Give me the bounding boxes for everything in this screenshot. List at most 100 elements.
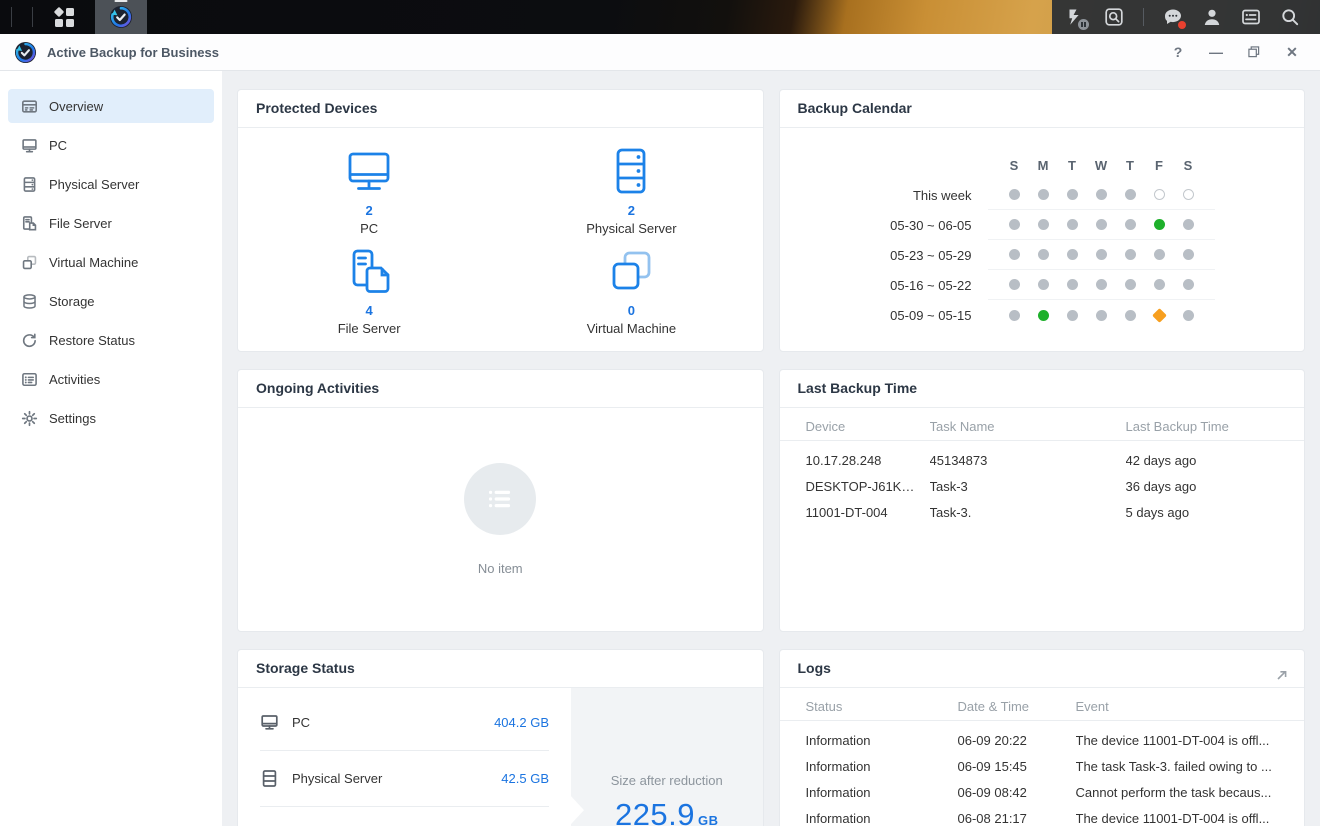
backup-status-dot-filled[interactable] [1125,249,1136,260]
backup-status-dot-filled[interactable] [1067,219,1078,230]
sidebar-item-activities[interactable]: Activities [8,362,214,396]
close-button[interactable]: ✕ [1284,44,1300,60]
backup-status-dot-empty[interactable] [1154,189,1165,200]
main-menu-button[interactable] [33,0,95,34]
backup-status-dot-filled[interactable] [1009,249,1020,260]
table-row[interactable]: Information06-09 08:42Cannot perform the… [780,779,1305,805]
backup-status-dot-filled[interactable] [1067,279,1078,290]
pause-badge [1078,19,1089,30]
reduction-unit: GB [698,813,719,826]
backup-status-dot-filled[interactable] [1067,249,1078,260]
backup-status-dot-filled[interactable] [1067,189,1078,200]
sidebar-item-label: File Server [49,216,112,231]
backup-status-dot-filled[interactable] [1009,189,1020,200]
device-tile-physical-server[interactable]: 2Physical Server [500,142,762,242]
backup-status-dot-empty[interactable] [1183,189,1194,200]
backup-status-dot-filled[interactable] [1067,310,1078,321]
paused-tasks-icon[interactable] [1065,7,1085,27]
minimize-button[interactable]: — [1208,44,1224,60]
column-header-device[interactable]: Device [806,419,930,434]
sidebar-item-restore-status[interactable]: Restore Status [8,323,214,357]
table-row[interactable]: 10.17.28.2484513487342 days ago [780,447,1305,473]
table-cell: The device 11001-DT-004 is offl... [1076,733,1289,748]
widgets-icon[interactable] [1241,7,1261,27]
backup-status-dot-filled[interactable] [1096,279,1107,290]
storage-item-pc[interactable]: PC404.2 GB [260,695,549,751]
device-tile-pc[interactable]: 2PC [238,142,500,242]
help-button[interactable]: ? [1170,44,1186,60]
sidebar-item-settings[interactable]: Settings [8,401,214,435]
backup-status-dot-filled[interactable] [1009,219,1020,230]
table-cell: Information [806,811,958,826]
column-header-last-backup-time[interactable]: Last Backup Time [1126,419,1289,434]
restore-button[interactable] [1246,44,1262,60]
table-row[interactable]: DESKTOP-J61K1Q2Task-336 days ago [780,473,1305,499]
backup-status-dot-filled[interactable] [1096,189,1107,200]
pc-icon [260,713,279,732]
sidebar-item-physical-server[interactable]: Physical Server [8,167,214,201]
taskbar-active-backup-app-button[interactable] [95,0,147,34]
sidebar: Overview PC Physical Server File Server Virt… [0,71,222,826]
doc-search-icon[interactable] [1104,7,1124,27]
sidebar-item-pc[interactable]: PC [8,128,214,162]
sidebar-item-virtual-machine[interactable]: Virtual Machine [8,245,214,279]
backup-status-dot-filled[interactable] [1096,219,1107,230]
device-count: 2 [366,203,373,220]
taskbar-tray [1052,0,1320,34]
device-label: File Server [338,320,401,338]
device-tile-virtual-machine[interactable]: 0Virtual Machine [500,242,762,342]
size-after-reduction: Size after reduction 225.9GB [571,688,763,826]
column-header-event[interactable]: Event [1076,699,1289,714]
backup-status-dot-filled[interactable] [1125,219,1136,230]
open-logs-icon[interactable] [1274,660,1290,676]
calendar-day-header: T [1058,158,1087,173]
backup-status-dot-filled[interactable] [1183,219,1194,230]
backup-status-dot-filled[interactable] [1038,189,1049,200]
storage-item-physical-server[interactable]: Physical Server42.5 GB [260,751,549,807]
device-tile-file-server[interactable]: 4File Server [238,242,500,342]
table-row[interactable]: Information06-08 21:17The device 11001-D… [780,805,1305,826]
backup-status-dot-success[interactable] [1154,219,1165,230]
sidebar-item-overview[interactable]: Overview [8,89,214,123]
backup-status-dot-filled[interactable] [1096,249,1107,260]
panel-title: Storage Status [238,650,763,688]
device-label: Physical Server [586,220,676,238]
column-header-status[interactable]: Status [806,699,958,714]
backup-status-dot-warning[interactable] [1152,308,1167,323]
user-icon[interactable] [1202,7,1222,27]
column-header-date-time[interactable]: Date & Time [958,699,1076,714]
backup-status-dot-filled[interactable] [1183,310,1194,321]
logs-panel: Logs StatusDate & TimeEventInformation06… [779,649,1306,826]
backup-status-dot-filled[interactable] [1009,310,1020,321]
backup-status-dot-filled[interactable] [1183,249,1194,260]
storage-item-size: 42.5 GB [501,771,549,786]
notifications-chat-icon[interactable] [1163,7,1183,27]
sidebar-item-storage[interactable]: Storage [8,284,214,318]
backup-status-dot-filled[interactable] [1038,249,1049,260]
panel-title: Protected Devices [238,90,763,128]
backup-status-dot-filled[interactable] [1038,219,1049,230]
backup-status-dot-filled[interactable] [1125,310,1136,321]
sidebar-item-file-server[interactable]: File Server [8,206,214,240]
backup-status-dot-filled[interactable] [1154,249,1165,260]
backup-status-dot-filled[interactable] [1009,279,1020,290]
table-row[interactable]: Information06-09 20:22The device 11001-D… [780,727,1305,753]
backup-status-dot-filled[interactable] [1154,279,1165,290]
calendar-week-row: 05-30 ~ 06-05 [780,210,1305,240]
calendar-day-header: T [1116,158,1145,173]
dsm-taskbar [0,0,1320,34]
restore-status-icon [21,332,38,349]
sidebar-item-label: Virtual Machine [49,255,138,270]
backup-status-dot-filled[interactable] [1096,310,1107,321]
active-backup-app-icon [14,41,37,64]
search-icon[interactable] [1280,7,1300,27]
backup-status-dot-filled[interactable] [1125,279,1136,290]
backup-status-dot-filled[interactable] [1038,279,1049,290]
backup-status-dot-success[interactable] [1038,310,1049,321]
table-row[interactable]: 11001-DT-004Task-3.5 days ago [780,499,1305,525]
calendar-week-row: 05-23 ~ 05-29 [780,240,1305,270]
backup-status-dot-filled[interactable] [1125,189,1136,200]
table-row[interactable]: Information06-09 15:45The task Task-3. f… [780,753,1305,779]
column-header-task-name[interactable]: Task Name [930,419,1126,434]
backup-status-dot-filled[interactable] [1183,279,1194,290]
